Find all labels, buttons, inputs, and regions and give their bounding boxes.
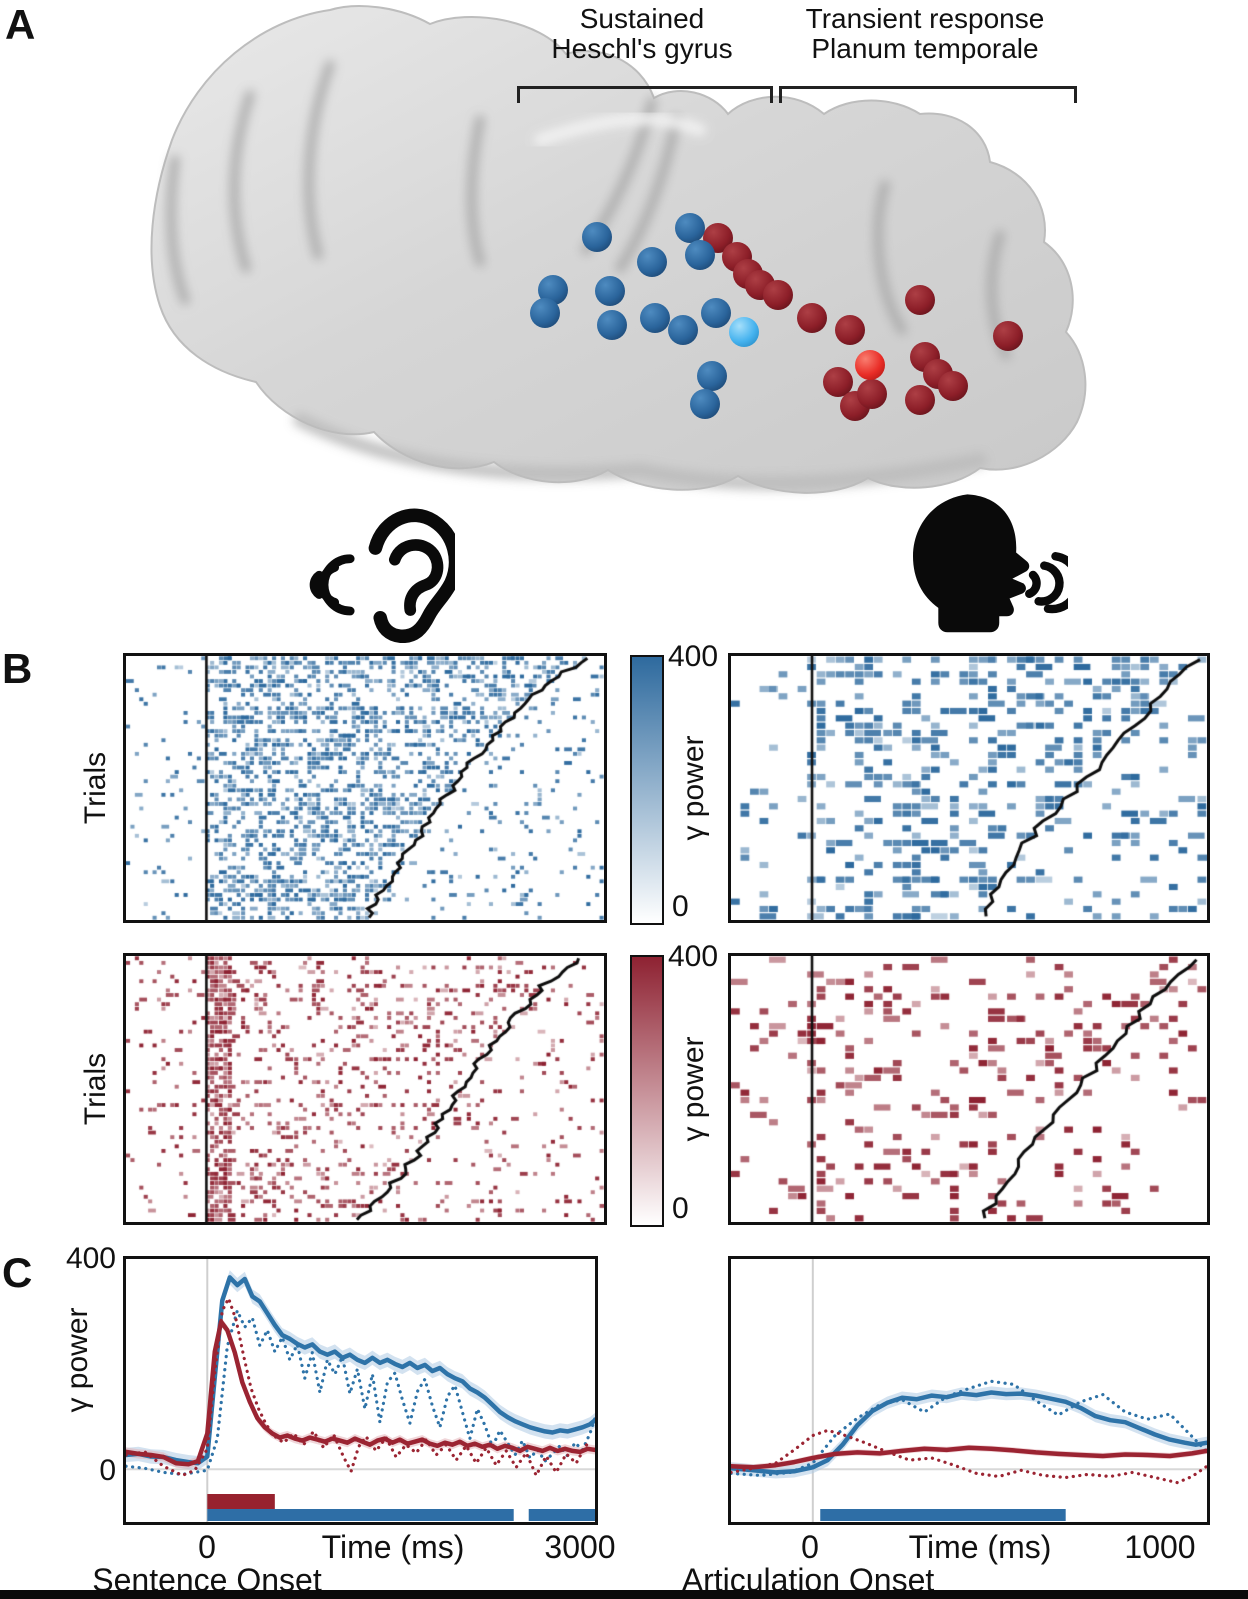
electrode-dot-red [857,379,887,409]
electrode-dot-red [993,321,1023,351]
panel-c-label: C [2,1249,33,1296]
electrode-dot-blue [690,389,720,419]
c-ytick-max: 400 [65,1242,116,1275]
raster-listening-sustained-box [123,653,607,923]
c-ylabel: γ power [61,1307,94,1413]
erp-articulation-plot [728,1259,1210,1522]
panel-a-label: A [5,1,36,48]
electrode-dot-red [905,385,935,415]
figure-bottom-border [0,1590,1248,1599]
colorbar-blue-label: γ power [677,735,710,841]
bracket-planum [779,86,1077,103]
electrode-dot-blue [582,222,612,252]
colorbar-blue-max: 400 [668,640,719,673]
colorbar-red-min: 0 [672,1192,689,1225]
electrode-dot-blue [675,213,705,243]
electrode-dot-blue [637,247,667,277]
panel-b-label: B [2,645,33,692]
electrode-dot-red [905,285,935,315]
raster-listening-transient-box [123,953,607,1225]
colorbar-red-label: γ power [677,1036,710,1142]
electrode-dot-red [797,303,827,333]
raster-speaking-transient-heatmap [731,956,1207,1222]
electrode-dot-red [763,280,793,310]
electrode-dot-blue [668,315,698,345]
c-left-xtick-3000: 3000 [544,1529,616,1565]
electrode-dot-red-highlighted [855,350,885,380]
electrode-dot-blue [595,276,625,306]
gamma-power-colorbar-blue [630,655,664,925]
raster-listening-sustained-heatmap [126,656,604,920]
electrode-layer [0,0,1248,512]
electrode-dot-red [938,371,968,401]
erp-articulation-box [728,1256,1210,1525]
raster-speaking-transient-box [728,953,1210,1225]
c-left-xlabel: Time (ms) [321,1529,465,1565]
colorbar-red-max: 400 [668,940,719,973]
ear-listening-icon [309,508,455,643]
electrode-dot-blue [697,361,727,391]
erp-sentence-box [123,1256,598,1525]
erp-sentence-plot [123,1259,598,1522]
bracket-heschl [517,86,773,103]
gamma-power-colorbar-red [630,955,664,1227]
raster-listening-transient-heatmap [126,956,604,1222]
region-label-planum: Transient response Planum temporale [805,3,1045,65]
c-right-xtick-0: 0 [801,1529,819,1565]
colorbar-blue-min: 0 [672,890,689,923]
electrode-dot-red [835,315,865,345]
c-right-xlabel: Time (ms) [908,1529,1052,1565]
speaking-head-icon [913,494,1068,633]
c-left-xtick-0: 0 [198,1529,216,1565]
electrode-dot-blue [640,303,670,333]
electrode-dot-blue [701,298,731,328]
c-right-xtick-1000: 1000 [1124,1529,1196,1565]
electrode-dot-blue-highlighted [729,317,759,347]
electrode-dot-blue [685,240,715,270]
electrode-dot-blue [597,310,627,340]
raster-speaking-sustained-box [728,653,1210,923]
c-ytick-zero: 0 [99,1454,116,1487]
electrode-dot-blue [530,298,560,328]
raster-speaking-sustained-heatmap [731,656,1207,920]
region-label-heschl: Sustained Heschl's gyrus [551,3,733,65]
trials-axis-label-top: Trials [79,751,112,825]
trials-axis-label-bottom: Trials [79,1052,112,1126]
